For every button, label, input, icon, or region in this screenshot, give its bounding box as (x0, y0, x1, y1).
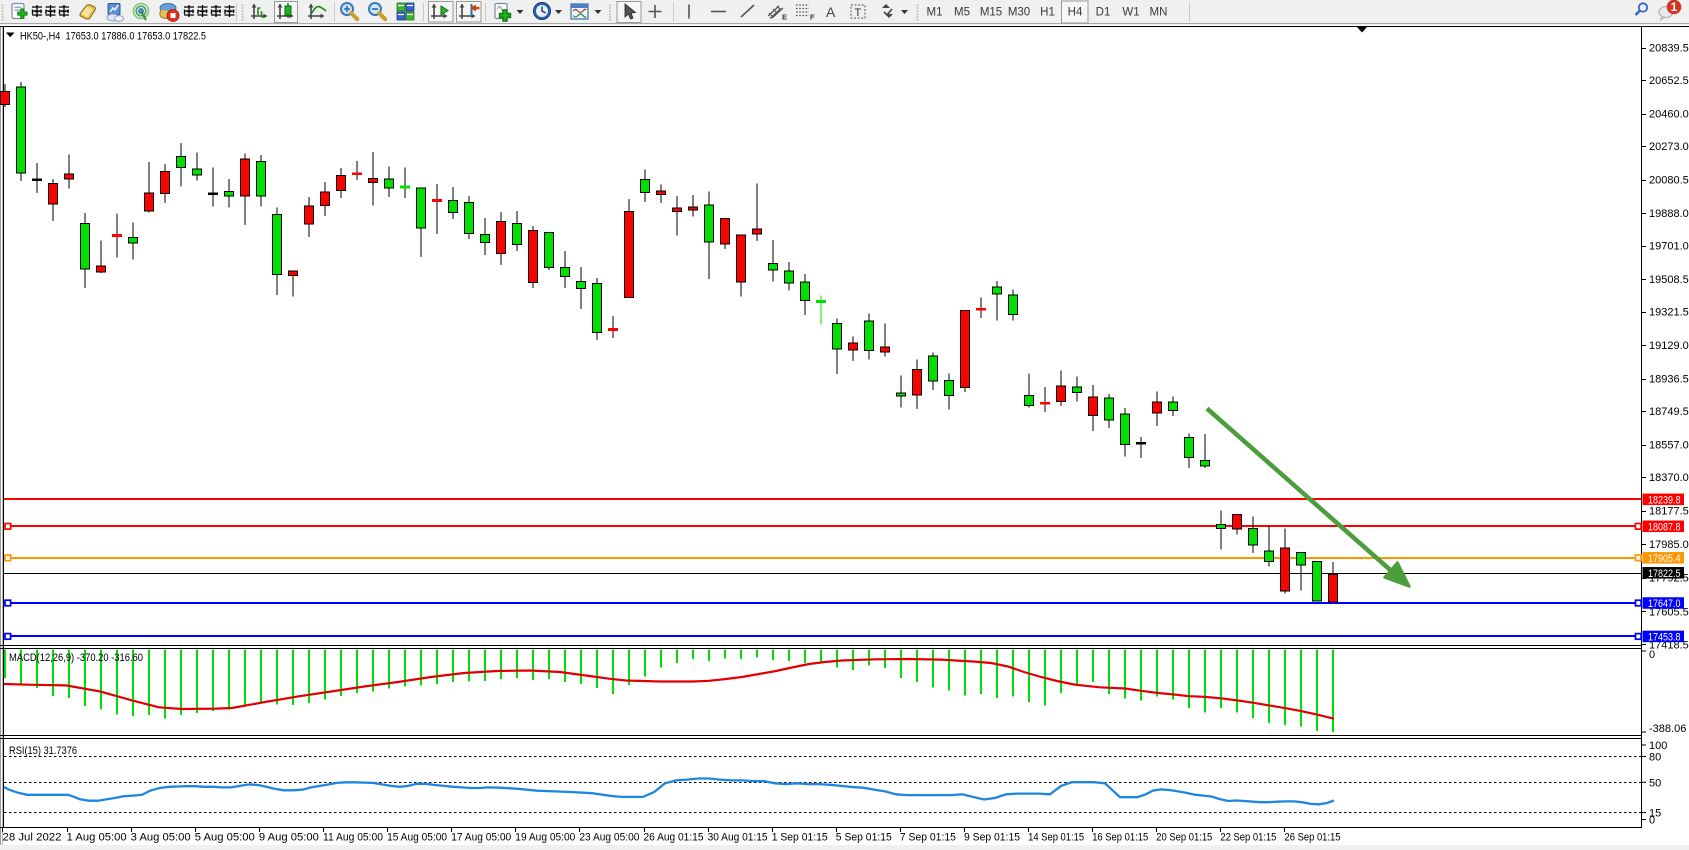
svg-text:19321.5: 19321.5 (1649, 307, 1689, 319)
svg-text:HK50-,H4 17653.0 17886.0 1765: HK50-,H4 17653.0 17886.0 17653.0 17822.5 (20, 31, 206, 43)
svg-text:3 Aug 05:00: 3 Aug 05:00 (131, 832, 191, 844)
svg-text:W1: W1 (1122, 7, 1139, 19)
svg-text:0: 0 (1649, 815, 1655, 827)
svg-text:20839.5: 20839.5 (1649, 43, 1689, 55)
svg-text:30 Aug 01:15: 30 Aug 01:15 (708, 832, 768, 844)
svg-text:17453.8: 17453.8 (1648, 631, 1681, 643)
svg-text:20460.0: 20460.0 (1649, 109, 1689, 121)
svg-text:1 Aug 05:00: 1 Aug 05:00 (67, 832, 127, 844)
svg-text:20273.0: 20273.0 (1649, 141, 1689, 153)
svg-text:M5: M5 (954, 7, 970, 19)
svg-text:19701.0: 19701.0 (1649, 241, 1689, 253)
svg-text:11 Aug 05:00: 11 Aug 05:00 (323, 832, 383, 844)
svg-text:-388.06: -388.06 (1649, 723, 1686, 735)
svg-text:D1: D1 (1096, 7, 1111, 19)
svg-text:7 Sep 01:15: 7 Sep 01:15 (900, 832, 956, 844)
svg-text:5 Sep 01:15: 5 Sep 01:15 (836, 832, 892, 844)
svg-text:50: 50 (1649, 777, 1661, 789)
svg-text:28 Jul 2022: 28 Jul 2022 (3, 832, 62, 844)
svg-text:MACD(12,26,9) -370.20 -316.60: MACD(12,26,9) -370.20 -316.60 (9, 652, 143, 664)
svg-text:17985.0: 17985.0 (1649, 539, 1689, 551)
svg-text:17605.5: 17605.5 (1649, 606, 1689, 618)
svg-text:19129.0: 19129.0 (1649, 340, 1689, 352)
svg-text:H4: H4 (1068, 7, 1083, 19)
svg-text:19 Aug 05:00: 19 Aug 05:00 (515, 832, 575, 844)
svg-text:18177.5: 18177.5 (1649, 506, 1689, 518)
svg-text:H1: H1 (1040, 7, 1055, 19)
svg-text:M1: M1 (927, 7, 943, 19)
svg-text:18087.8: 18087.8 (1648, 521, 1681, 533)
svg-text:A: A (826, 4, 836, 20)
svg-text:15 Aug 05:00: 15 Aug 05:00 (387, 832, 447, 844)
svg-text:26 Sep 01:15: 26 Sep 01:15 (1285, 832, 1341, 844)
svg-text:17822.5: 17822.5 (1648, 568, 1681, 580)
svg-text:T: T (855, 7, 862, 19)
svg-text:MN: MN (1150, 7, 1168, 19)
svg-text:M30: M30 (1008, 7, 1030, 19)
svg-text:15: 15 (1649, 808, 1661, 820)
svg-text:0: 0 (1649, 649, 1655, 661)
svg-text:18936.5: 18936.5 (1649, 374, 1689, 386)
svg-text:18239.8: 18239.8 (1648, 494, 1681, 506)
svg-text:18749.5: 18749.5 (1649, 406, 1689, 418)
svg-text:E: E (782, 13, 787, 22)
svg-text:16 Sep 01:15: 16 Sep 01:15 (1092, 832, 1148, 844)
svg-text:9 Aug 05:00: 9 Aug 05:00 (259, 832, 319, 844)
svg-text:1: 1 (1671, 0, 1678, 14)
svg-text:22 Sep 01:15: 22 Sep 01:15 (1220, 832, 1276, 844)
svg-text:20 Sep 01:15: 20 Sep 01:15 (1156, 832, 1212, 844)
svg-text:14 Sep 01:15: 14 Sep 01:15 (1028, 832, 1084, 844)
svg-text:17647.0: 17647.0 (1648, 598, 1681, 610)
svg-text:17 Aug 05:00: 17 Aug 05:00 (451, 832, 511, 844)
svg-text:18370.0: 18370.0 (1649, 472, 1689, 484)
svg-text:20080.5: 20080.5 (1649, 175, 1689, 187)
svg-text:19888.0: 19888.0 (1649, 208, 1689, 220)
svg-text:5 Aug 05:00: 5 Aug 05:00 (195, 832, 255, 844)
svg-text:18557.0: 18557.0 (1649, 440, 1689, 452)
svg-text:23 Aug 05:00: 23 Aug 05:00 (579, 832, 639, 844)
svg-text:26 Aug 01:15: 26 Aug 01:15 (644, 832, 704, 844)
svg-text:17418.5: 17418.5 (1649, 640, 1689, 652)
svg-text:80: 80 (1649, 751, 1661, 763)
svg-text:1 Sep 01:15: 1 Sep 01:15 (772, 832, 828, 844)
svg-text:19508.5: 19508.5 (1649, 274, 1689, 286)
svg-text:F: F (810, 13, 815, 22)
svg-text:20652.5: 20652.5 (1649, 75, 1689, 87)
svg-text:17905.4: 17905.4 (1648, 553, 1681, 565)
svg-text:M15: M15 (980, 7, 1002, 19)
svg-text:RSI(15) 31.7376: RSI(15) 31.7376 (9, 745, 77, 757)
svg-text:100: 100 (1649, 740, 1667, 752)
svg-text:9 Sep 01:15: 9 Sep 01:15 (964, 832, 1020, 844)
